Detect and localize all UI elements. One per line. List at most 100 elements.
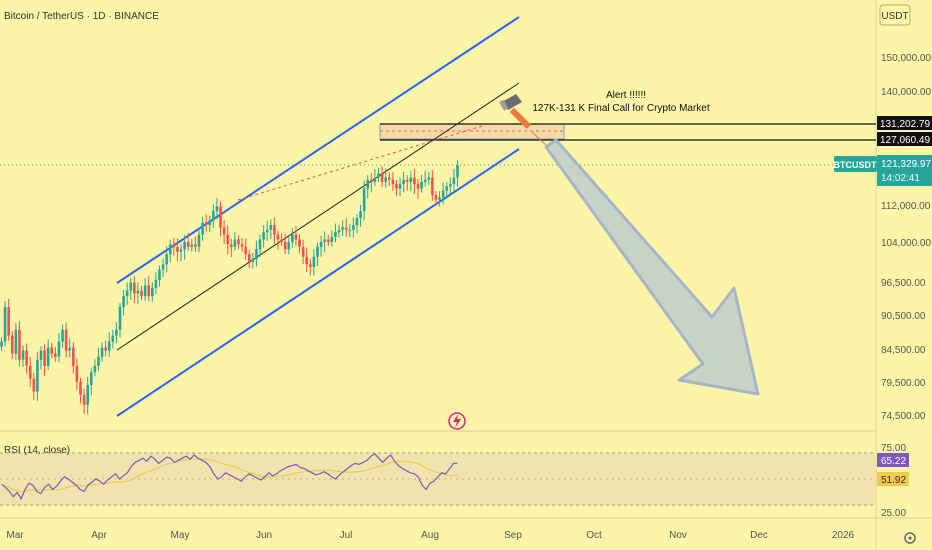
candle[interactable]	[273, 225, 276, 235]
candle[interactable]	[222, 227, 226, 235]
candle[interactable]	[283, 241, 287, 250]
candle[interactable]	[143, 285, 147, 297]
candle[interactable]	[265, 229, 269, 233]
candle[interactable]	[308, 264, 312, 267]
candle[interactable]	[14, 329, 18, 354]
candle[interactable]	[140, 290, 143, 297]
candle[interactable]	[312, 256, 316, 267]
candle[interactable]	[276, 234, 280, 240]
candle[interactable]	[355, 217, 359, 226]
candle[interactable]	[391, 179, 395, 185]
candle[interactable]	[316, 246, 319, 257]
candle[interactable]	[380, 173, 384, 182]
candle[interactable]	[176, 246, 179, 252]
candle[interactable]	[262, 232, 265, 240]
candle[interactable]	[0, 341, 3, 347]
candle[interactable]	[79, 381, 82, 395]
candle[interactable]	[280, 239, 283, 242]
candle[interactable]	[229, 244, 233, 247]
candle[interactable]	[305, 256, 308, 265]
candle[interactable]	[194, 244, 197, 247]
candle[interactable]	[68, 347, 72, 351]
trend-dotted-line[interactable]	[237, 125, 483, 201]
candle[interactable]	[10, 335, 14, 354]
candle[interactable]	[456, 165, 459, 178]
candle[interactable]	[359, 211, 362, 218]
candle[interactable]	[21, 350, 25, 360]
candle[interactable]	[7, 307, 10, 336]
candle[interactable]	[61, 329, 64, 342]
candle[interactable]	[190, 244, 194, 247]
candle[interactable]	[72, 347, 75, 366]
symbol-title[interactable]: Bitcoin / TetherUS · 1D · BINANCE	[4, 11, 159, 22]
candle[interactable]	[129, 282, 133, 291]
candle[interactable]	[387, 177, 391, 180]
candle[interactable]	[147, 285, 151, 297]
candle[interactable]	[118, 307, 122, 330]
candle[interactable]	[395, 184, 398, 189]
rsi-ma-line[interactable]	[1, 458, 458, 493]
candle[interactable]	[154, 279, 158, 288]
candle[interactable]	[226, 234, 230, 245]
candle[interactable]	[384, 177, 387, 182]
candle[interactable]	[233, 239, 237, 247]
candle[interactable]	[89, 372, 93, 385]
candle[interactable]	[161, 264, 165, 270]
candle[interactable]	[301, 246, 305, 257]
candle[interactable]	[50, 347, 54, 354]
candle[interactable]	[409, 177, 413, 182]
candle[interactable]	[82, 394, 86, 405]
candle[interactable]	[186, 241, 190, 247]
candle[interactable]	[420, 181, 423, 189]
candle[interactable]	[244, 246, 247, 255]
candle[interactable]	[168, 244, 172, 255]
candle[interactable]	[287, 241, 291, 250]
candle[interactable]	[445, 186, 449, 191]
candle[interactable]	[183, 241, 186, 250]
candle[interactable]	[413, 177, 416, 185]
candle[interactable]	[438, 197, 441, 200]
candle[interactable]	[269, 225, 273, 230]
candle[interactable]	[330, 237, 334, 242]
candle[interactable]	[204, 222, 208, 226]
candle[interactable]	[326, 239, 330, 242]
candle[interactable]	[449, 184, 452, 187]
candle[interactable]	[416, 184, 420, 189]
candle[interactable]	[107, 341, 111, 351]
candle[interactable]	[431, 177, 434, 196]
candle[interactable]	[172, 244, 176, 247]
candle[interactable]	[165, 254, 168, 265]
downtrend-arrow[interactable]	[544, 138, 760, 396]
candle[interactable]	[158, 269, 161, 280]
lightning-icon[interactable]	[448, 412, 466, 430]
candle[interactable]	[39, 350, 43, 360]
candle[interactable]	[323, 239, 326, 242]
channel-lower-line[interactable]	[116, 148, 520, 417]
candle[interactable]	[93, 365, 97, 373]
candle[interactable]	[237, 239, 240, 245]
candle[interactable]	[294, 234, 298, 240]
candle[interactable]	[258, 239, 262, 250]
candle[interactable]	[251, 259, 255, 262]
candle[interactable]	[32, 378, 36, 392]
currency-button[interactable]	[879, 4, 911, 26]
gear-icon[interactable]	[904, 532, 916, 544]
candle[interactable]	[64, 329, 68, 351]
candle[interactable]	[115, 329, 118, 336]
candle[interactable]	[348, 229, 352, 231]
candle[interactable]	[97, 356, 100, 366]
candle[interactable]	[441, 190, 445, 198]
rsi-label[interactable]: RSI (14, close)	[4, 445, 70, 456]
candle[interactable]	[334, 232, 337, 238]
candle[interactable]	[25, 350, 28, 366]
candle[interactable]	[240, 244, 244, 247]
candle[interactable]	[28, 365, 32, 379]
candle[interactable]	[398, 184, 402, 189]
candle[interactable]	[75, 365, 79, 382]
candle[interactable]	[352, 225, 355, 230]
candle[interactable]	[402, 179, 405, 185]
candle[interactable]	[337, 229, 341, 233]
candle[interactable]	[377, 173, 380, 178]
candle[interactable]	[136, 290, 140, 294]
